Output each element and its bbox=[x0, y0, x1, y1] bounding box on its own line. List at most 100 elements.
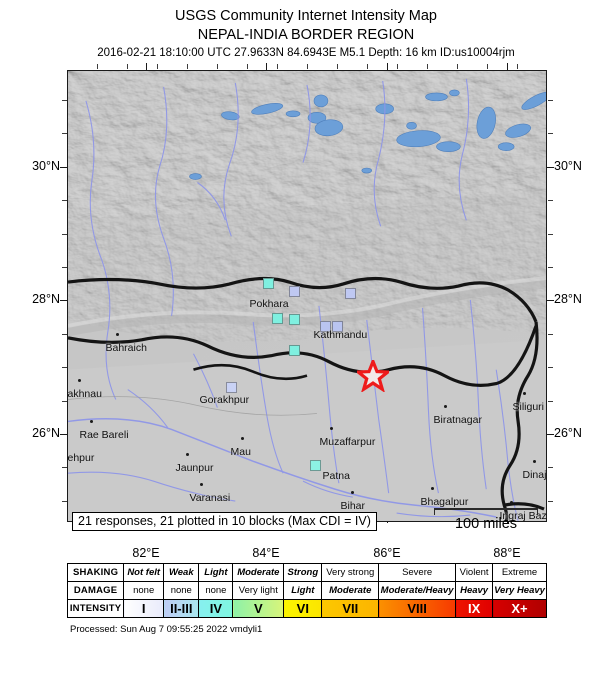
lat-minor-tick bbox=[62, 434, 67, 435]
city-dot bbox=[443, 404, 447, 408]
lat-label-left: 30°N bbox=[32, 159, 60, 173]
lon-minor-tick bbox=[487, 64, 488, 69]
legend-shaking-cell: Extreme bbox=[492, 563, 547, 582]
city-label: Patna bbox=[322, 469, 350, 482]
city-dot bbox=[89, 419, 93, 423]
lon-tick bbox=[507, 63, 509, 70]
intensity-legend-table: SHAKING Not felt Weak Light Moderate Strong V… bbox=[66, 563, 547, 618]
lat-minor-tick bbox=[548, 166, 553, 168]
legend-shaking-cell: Light bbox=[198, 563, 234, 582]
lat-label-right: 30°N bbox=[554, 159, 582, 173]
lon-minor-tick bbox=[367, 64, 368, 69]
city-dot bbox=[532, 459, 536, 463]
lon-minor-tick bbox=[517, 64, 518, 69]
lat-minor-tick bbox=[62, 333, 67, 335]
lat-minor-tick bbox=[548, 233, 553, 235]
legend-intensity-cell: IX bbox=[455, 599, 494, 618]
lat-minor-tick bbox=[548, 100, 553, 101]
processed-footer: Processed: Sun Aug 7 09:55:25 2022 vmdyl… bbox=[70, 624, 263, 635]
response-block bbox=[344, 287, 356, 299]
legend-row-label-intensity: INTENSITY bbox=[66, 599, 125, 618]
lat-minor-tick bbox=[548, 467, 553, 469]
lon-minor-tick bbox=[427, 64, 428, 69]
lat-minor-tick bbox=[62, 467, 67, 469]
lat-minor-tick bbox=[548, 133, 553, 135]
legend-intensity-cell: VIII bbox=[378, 599, 457, 618]
legend-shaking-cell: Weak bbox=[163, 563, 200, 582]
response-block bbox=[288, 344, 300, 356]
legend-shaking-cell: Not felt bbox=[123, 563, 165, 582]
lat-minor-tick bbox=[62, 300, 67, 302]
legend-row-damage: DAMAGE none none none Very light Light Modera… bbox=[66, 581, 547, 600]
city-dot bbox=[350, 490, 354, 494]
legend-damage-cell: Heavy bbox=[455, 581, 494, 600]
response-block bbox=[271, 312, 283, 324]
city-dot bbox=[509, 500, 513, 504]
lon-minor-tick bbox=[97, 64, 98, 69]
legend-intensity-cell: I bbox=[123, 599, 165, 618]
legend-shaking-cell: Severe bbox=[378, 563, 457, 582]
city-label: Gorakhpur bbox=[199, 393, 250, 406]
scale-bar-label: 100 miles bbox=[454, 516, 518, 532]
legend-row-label-damage: DAMAGE bbox=[66, 581, 125, 600]
response-block bbox=[288, 285, 300, 297]
lat-minor-tick bbox=[62, 500, 67, 502]
lat-minor-tick bbox=[548, 367, 553, 369]
lon-tick bbox=[387, 63, 389, 70]
city-label: Siliguri bbox=[512, 400, 545, 413]
city-dot bbox=[240, 436, 244, 440]
response-block bbox=[331, 320, 343, 332]
scale-bar: 100 miles bbox=[434, 508, 538, 532]
lat-minor-tick bbox=[548, 434, 553, 435]
legend-intensity-cell: V bbox=[232, 599, 285, 618]
map-basemap bbox=[68, 71, 546, 521]
legend-intensity-cell: X+ bbox=[492, 599, 547, 618]
response-block bbox=[288, 313, 300, 325]
lat-minor-tick bbox=[548, 300, 553, 302]
city-dot bbox=[329, 426, 333, 430]
lat-minor-tick bbox=[62, 100, 67, 101]
legend-shaking-cell: Strong bbox=[283, 563, 323, 582]
lon-label-bottom: 84°E bbox=[252, 546, 280, 560]
legend-damage-cell: none bbox=[123, 581, 165, 600]
legend-damage-cell: Moderate bbox=[321, 581, 380, 600]
city-label: Rae Bareli bbox=[79, 428, 129, 441]
lon-minor-tick bbox=[307, 64, 308, 69]
legend-row-label-shaking: SHAKING bbox=[66, 563, 125, 582]
legend-intensity-cell: II-III bbox=[163, 599, 200, 618]
city-label: Kathmandu bbox=[313, 328, 368, 341]
response-block bbox=[319, 320, 331, 332]
legend-damage-cell: Very Heavy bbox=[492, 581, 547, 600]
legend-row-shaking: SHAKING Not felt Weak Light Moderate Strong V… bbox=[66, 563, 547, 582]
city-label: Mau bbox=[230, 445, 251, 458]
city-dot bbox=[522, 391, 526, 395]
response-summary-box: 21 responses, 21 plotted in 10 blocks (M… bbox=[72, 512, 377, 531]
page-title: USGS Community Internet Intensity Map bbox=[175, 8, 437, 24]
city-label: ehpur bbox=[67, 451, 95, 464]
event-info-line: 2016-02-21 18:10:00 UTC 27.9633N 84.6943… bbox=[97, 47, 515, 59]
scale-bar-line bbox=[434, 508, 538, 515]
lon-label-bottom: 88°E bbox=[493, 546, 521, 560]
city-dot bbox=[115, 332, 119, 336]
map-frame[interactable]: Pokhara Kathmandu Bahraich akhnau Gorakhpur R… bbox=[67, 70, 547, 522]
lon-tick bbox=[146, 63, 148, 70]
legend-intensity-cell: VI bbox=[283, 599, 323, 618]
legend-intensity-cell: IV bbox=[198, 599, 234, 618]
city-label: Bihar bbox=[340, 499, 366, 512]
city-label: Bahraich bbox=[105, 341, 147, 354]
epicenter-star-icon bbox=[353, 357, 393, 393]
legend-damage-cell: Light bbox=[283, 581, 323, 600]
city-label: Varanasi bbox=[189, 491, 231, 504]
lat-minor-tick bbox=[548, 333, 553, 335]
lon-minor-tick bbox=[277, 64, 278, 69]
city-label: Dinaj bbox=[522, 468, 547, 481]
city-label: Muzaffarpur bbox=[319, 435, 376, 448]
lat-minor-tick bbox=[62, 367, 67, 369]
city-label: Jaunpur bbox=[175, 461, 214, 474]
lon-minor-tick bbox=[457, 64, 458, 69]
lat-minor-tick bbox=[62, 200, 67, 202]
lon-minor-tick bbox=[217, 64, 218, 69]
lon-tick bbox=[266, 63, 268, 70]
city-label: Biratnagar bbox=[433, 413, 482, 426]
